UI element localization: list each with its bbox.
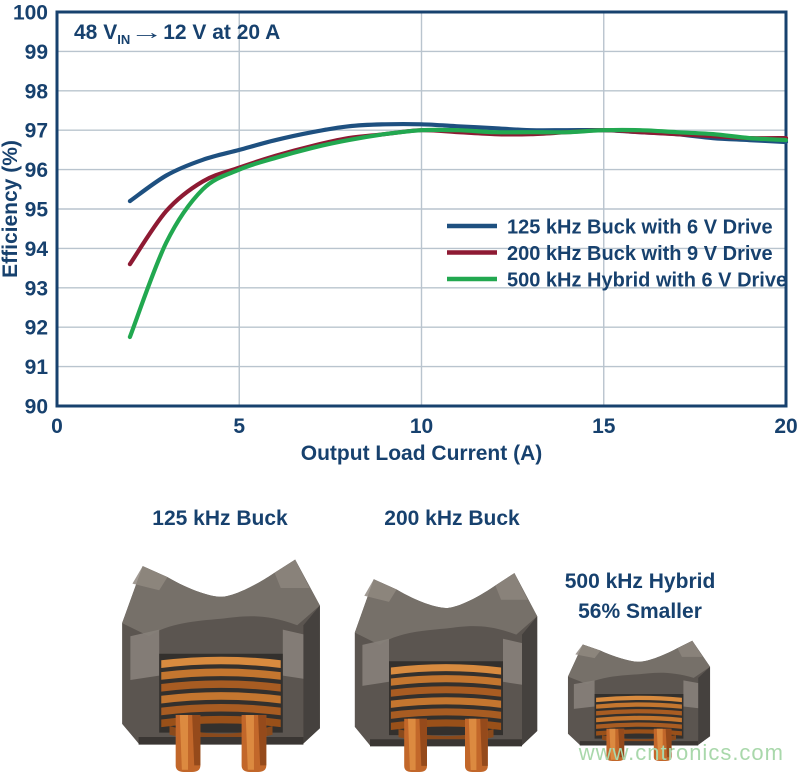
core-highlight xyxy=(364,579,397,602)
coil-band xyxy=(596,702,682,709)
coil-band xyxy=(390,675,502,686)
core-post xyxy=(573,680,595,709)
coil-band xyxy=(161,680,281,692)
copper-leg-shade xyxy=(192,715,201,766)
core-top-face xyxy=(122,559,320,637)
copper-leg-shade xyxy=(665,728,672,758)
photo-label-125khz-buck: 125 kHz Buck xyxy=(152,507,288,530)
copper-leg-shade xyxy=(419,718,427,766)
core-top-face xyxy=(567,640,711,685)
copper-leg-highlight xyxy=(408,718,416,770)
photo-label-56-percent-smaller: 56% Smaller xyxy=(578,600,702,623)
x-axis-title: Output Load Current (A) xyxy=(301,442,542,465)
x-tick-label: 5 xyxy=(233,415,245,438)
y-tick-label: 100 xyxy=(13,2,48,25)
photo-label-500khz-hybrid: 500 kHz Hybrid xyxy=(564,570,716,593)
core-base xyxy=(138,736,304,745)
legend-entry-200-khz-buck-with-9-v-drive: 200 kHz Buck with 9 V Drive xyxy=(507,243,773,265)
coil-band xyxy=(161,668,281,680)
coil-band xyxy=(390,708,502,719)
core-highlight xyxy=(132,566,168,591)
efficiency-chart-svg: 90 91 92 93 94 95 96 97 98 99 100 0 5 10 15 20 Output Lo… xyxy=(0,2,798,466)
y-axis-title: Efficiency (%) xyxy=(0,140,22,278)
copper-leg-shade xyxy=(258,715,267,766)
core-highlight xyxy=(274,559,310,589)
y-tick-label: 92 xyxy=(25,317,48,340)
y-tick-label: 94 xyxy=(25,238,49,261)
copper-leg-highlight xyxy=(609,728,616,760)
coil-band xyxy=(596,722,682,729)
photo-label-200khz-buck: 200 kHz Buck xyxy=(384,507,520,530)
annotation-output-spec: 12 V at 20 A xyxy=(163,21,281,44)
core-post xyxy=(130,629,160,681)
core-highlight xyxy=(495,573,528,600)
coil-band xyxy=(390,664,502,675)
inductor-photo-200khz-buck xyxy=(351,567,541,772)
y-tick-label: 97 xyxy=(25,120,48,143)
core-side-shade xyxy=(698,666,711,745)
inductor-photo-500khz-hybrid xyxy=(565,637,713,761)
y-tick-label: 98 xyxy=(25,80,49,103)
core-post xyxy=(362,638,389,686)
coil-band xyxy=(390,697,502,708)
core-base xyxy=(370,739,522,747)
coil-band xyxy=(390,686,502,697)
coil-band xyxy=(596,715,682,723)
y-tick-label: 91 xyxy=(25,356,49,379)
annotation-subscript: IN xyxy=(117,32,131,48)
x-tick-label: 20 xyxy=(774,415,797,438)
x-tick-label: 0 xyxy=(51,415,63,438)
copper-leg-highlight xyxy=(656,728,663,760)
core-highlight xyxy=(575,644,601,659)
y-tick-label: 93 xyxy=(25,277,48,300)
copper-leg-shade xyxy=(480,718,488,766)
core-highlight xyxy=(677,640,703,657)
plot-frame xyxy=(55,10,788,408)
legend-entry-500-khz-hybrid-with-6-v-drive: 500 kHz Hybrid with 6 V Drive xyxy=(507,270,787,292)
core-side-shade xyxy=(303,605,320,744)
efficiency-chart: 90 91 92 93 94 95 96 97 98 99 100 0 5 10 15 20 Output Lo… xyxy=(0,2,798,466)
copper-leg-highlight xyxy=(245,715,254,770)
inductor-illustration xyxy=(354,573,538,772)
watermark-text: www.cntronics.com xyxy=(578,740,784,765)
coil-band xyxy=(596,709,682,716)
coil-band xyxy=(596,695,682,703)
y-tick-label: 96 xyxy=(25,159,48,182)
legend-entry-125-khz-buck-with-6-v-drive: 125 kHz Buck with 6 V Drive xyxy=(507,217,773,239)
chart-annotation: 48 VIN→12 V at 20 A xyxy=(74,21,280,47)
y-tick-label: 90 xyxy=(25,396,48,419)
inductor-illustration xyxy=(122,559,320,772)
core-top-face xyxy=(354,573,538,645)
copper-leg-shade xyxy=(618,728,625,758)
inductor-photo-125khz-buck xyxy=(118,553,324,772)
coil-band xyxy=(161,692,281,704)
copper-leg-highlight xyxy=(468,718,477,770)
core-side-shade xyxy=(522,616,538,746)
series-line-500-khz-hybrid-with-6-v-drive xyxy=(127,127,789,340)
inductor-illustration xyxy=(567,640,711,761)
x-tick-label: 10 xyxy=(410,415,433,438)
coil-band xyxy=(161,656,281,668)
annotation-input-voltage: 48 V xyxy=(74,21,118,44)
y-tick-label: 95 xyxy=(25,199,49,222)
coil-band xyxy=(161,704,281,716)
copper-leg-highlight xyxy=(179,715,189,770)
y-tick-label: 99 xyxy=(25,41,48,64)
x-tick-label: 15 xyxy=(592,415,616,438)
right-arrow-icon: → xyxy=(129,21,164,44)
